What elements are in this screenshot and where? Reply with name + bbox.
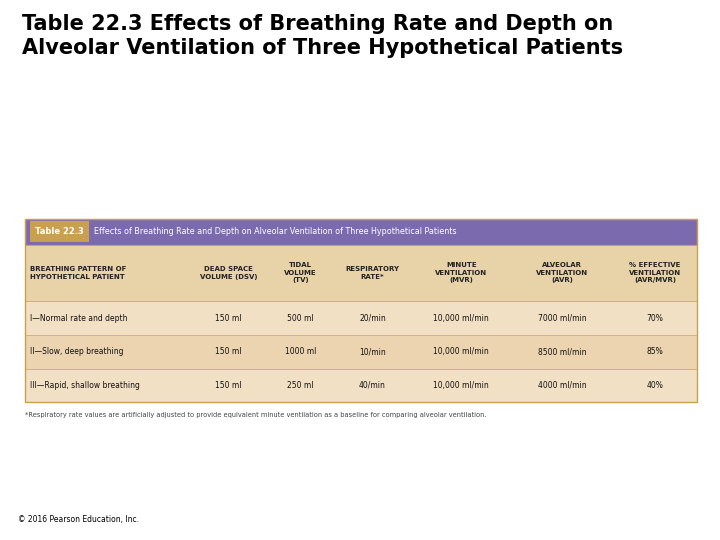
Text: Table 22.3 Effects of Breathing Rate and Depth on
Alveolar Ventilation of Three : Table 22.3 Effects of Breathing Rate and… <box>22 14 623 57</box>
Text: Table 22.3: Table 22.3 <box>35 227 84 236</box>
Text: TIDAL
VOLUME
(TV): TIDAL VOLUME (TV) <box>284 262 317 284</box>
Text: 10,000 ml/min: 10,000 ml/min <box>433 381 489 390</box>
Text: 85%: 85% <box>647 347 663 356</box>
Text: 20/min: 20/min <box>359 314 386 323</box>
Text: 10,000 ml/min: 10,000 ml/min <box>433 314 489 323</box>
Text: Effects of Breathing Rate and Depth on Alveolar Ventilation of Three Hypothetica: Effects of Breathing Rate and Depth on A… <box>94 227 456 236</box>
Text: ALVEOLAR
VENTILATION
(AVR): ALVEOLAR VENTILATION (AVR) <box>536 262 588 284</box>
Text: 70%: 70% <box>647 314 663 323</box>
Text: 150 ml: 150 ml <box>215 381 241 390</box>
Text: 1000 ml: 1000 ml <box>284 347 316 356</box>
Text: BREATHING PATTERN OF
HYPOTHETICAL PATIENT: BREATHING PATTERN OF HYPOTHETICAL PATIEN… <box>30 266 126 280</box>
Text: DEAD SPACE
VOLUME (DSV): DEAD SPACE VOLUME (DSV) <box>199 266 257 280</box>
Text: II—Slow, deep breathing: II—Slow, deep breathing <box>30 347 123 356</box>
Text: 40/min: 40/min <box>359 381 386 390</box>
Text: RESPIRATORY
RATE*: RESPIRATORY RATE* <box>346 266 400 280</box>
Text: I—Normal rate and depth: I—Normal rate and depth <box>30 314 127 323</box>
Text: 10/min: 10/min <box>359 347 386 356</box>
Text: 150 ml: 150 ml <box>215 314 241 323</box>
Text: 4000 ml/min: 4000 ml/min <box>538 381 587 390</box>
Text: 150 ml: 150 ml <box>215 347 241 356</box>
Text: 8500 ml/min: 8500 ml/min <box>538 347 587 356</box>
Text: 7000 ml/min: 7000 ml/min <box>538 314 587 323</box>
Text: *Respiratory rate values are artificially adjusted to provide equivalent minute : *Respiratory rate values are artificiall… <box>25 412 487 418</box>
Text: MINUTE
VENTILATION
(MVR): MINUTE VENTILATION (MVR) <box>436 262 487 284</box>
Text: 250 ml: 250 ml <box>287 381 314 390</box>
Text: 10,000 ml/min: 10,000 ml/min <box>433 347 489 356</box>
Text: © 2016 Pearson Education, Inc.: © 2016 Pearson Education, Inc. <box>18 515 139 524</box>
Text: III—Rapid, shallow breathing: III—Rapid, shallow breathing <box>30 381 140 390</box>
Text: 40%: 40% <box>647 381 663 390</box>
Text: % EFFECTIVE
VENTILATION
(AVR/MVR): % EFFECTIVE VENTILATION (AVR/MVR) <box>629 262 681 284</box>
Text: 500 ml: 500 ml <box>287 314 314 323</box>
